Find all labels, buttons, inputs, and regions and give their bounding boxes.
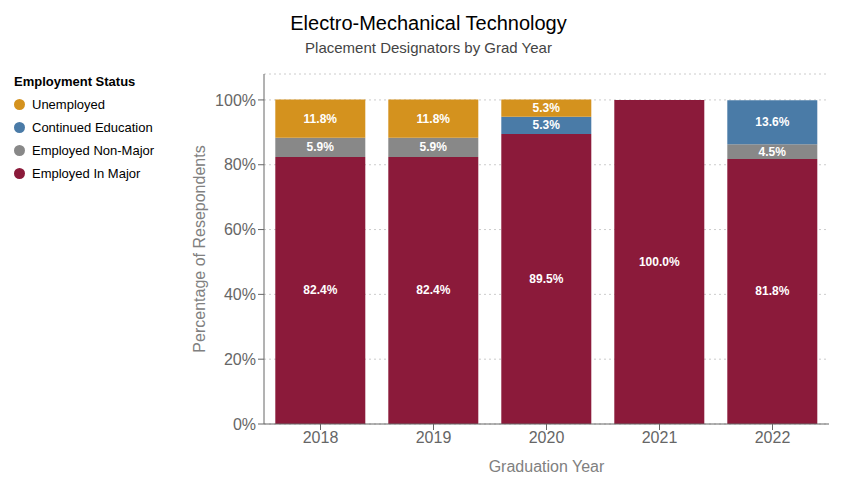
svg-text:Percentage of Resepondents: Percentage of Resepondents (191, 145, 208, 352)
svg-text:5.9%: 5.9% (420, 140, 448, 154)
svg-text:60%: 60% (224, 221, 256, 238)
svg-text:4.5%: 4.5% (759, 145, 787, 159)
svg-text:80%: 80% (224, 156, 256, 173)
html-text:Electro-Mechanical Technology: Electro-Mechanical Technology (290, 12, 567, 34)
svg-text:100%: 100% (215, 92, 256, 109)
svg-text:2020: 2020 (529, 429, 565, 446)
svg-text:0%: 0% (233, 416, 256, 433)
html-text:Employed Non-Major: Employed Non-Major (32, 143, 155, 158)
svg-text:5.3%: 5.3% (533, 101, 561, 115)
svg-text:20%: 20% (224, 351, 256, 368)
svg-text:82.4%: 82.4% (416, 283, 450, 297)
svg-text:5.9%: 5.9% (307, 140, 335, 154)
svg-text:11.8%: 11.8% (417, 112, 451, 126)
svg-text:2022: 2022 (755, 429, 791, 446)
svg-text:2018: 2018 (303, 429, 339, 446)
html-text:Placement Designators by Grad: Placement Designators by Grad Year (305, 39, 552, 56)
html-text:Unemployed: Unemployed (32, 97, 105, 112)
svg-text:40%: 40% (224, 286, 256, 303)
html-text:Employed In Major: Employed In Major (32, 166, 141, 181)
svg-text:81.8%: 81.8% (755, 284, 789, 298)
svg-text:11.8%: 11.8% (304, 112, 338, 126)
svg-text:Graduation Year: Graduation Year (489, 458, 605, 475)
svg-text:82.4%: 82.4% (303, 283, 337, 297)
svg-text:13.6%: 13.6% (755, 115, 789, 129)
svg-text:2019: 2019 (416, 429, 452, 446)
html-text:Employment Status: Employment Status (14, 74, 136, 89)
html-text:Continued Education: Continued Education (32, 120, 153, 135)
svg-text:100.0%: 100.0% (639, 255, 680, 269)
svg-text:89.5%: 89.5% (529, 272, 563, 286)
svg-text:2021: 2021 (642, 429, 678, 446)
svg-text:5.3%: 5.3% (533, 118, 561, 132)
